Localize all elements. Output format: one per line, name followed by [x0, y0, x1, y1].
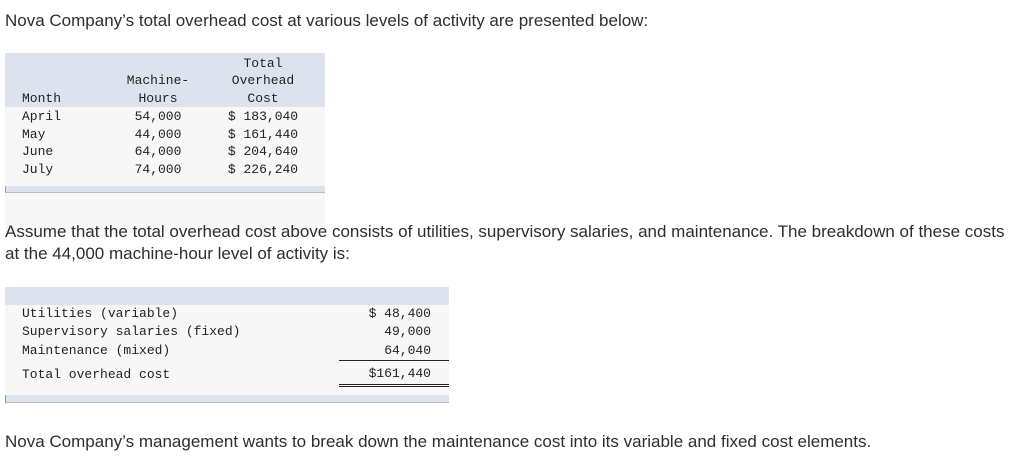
table-header: [5, 53, 325, 107]
row-amount: 64,040: [384, 343, 431, 358]
total-double-rule-bottom: [339, 386, 449, 387]
header-machine-hours-line2: Hours: [138, 91, 178, 106]
row-month: June: [22, 144, 54, 159]
intro-text: Nova Company’s total overhead cost at va…: [5, 11, 649, 30]
conclusion-text: Nova Company’s management wants to break…: [5, 432, 872, 451]
row-amount: 49,000: [384, 324, 431, 339]
row-hours: 54,000: [134, 109, 182, 124]
header-total-overhead-line3: Cost: [247, 91, 279, 106]
row-month: April: [22, 109, 62, 124]
row-cost: $ 226,240: [227, 161, 299, 177]
breakdown-text: Assume that the total overhead cost abov…: [5, 222, 1005, 263]
table-footer-bar: [5, 395, 449, 403]
row-hours: 74,000: [134, 161, 182, 177]
row-cost: $ 204,640: [227, 144, 299, 159]
row-cost: $ 183,040: [227, 109, 299, 124]
row-label: Maintenance (mixed): [22, 343, 171, 358]
row-hours: 44,000: [134, 126, 182, 142]
row-label: Supervisory salaries (fixed): [22, 324, 241, 339]
row-label: Utilities (variable): [22, 306, 179, 321]
row-amount: $ 48,400: [368, 306, 431, 321]
total-double-rule-top: [339, 384, 449, 385]
row-cost: $ 161,440: [227, 126, 299, 142]
table-body: [5, 107, 325, 233]
row-month: July: [22, 161, 54, 177]
header-machine-hours-line1: Machine-: [126, 73, 190, 88]
subtotal-rule: [339, 360, 449, 361]
table-header: [5, 287, 449, 305]
header-month: Month: [22, 91, 62, 106]
overhead-activity-table: Total Machine- Overhead Month Hours Cost…: [5, 53, 325, 233]
overhead-breakdown-table: Utilities (variable) $ 48,400 Supervisor…: [5, 287, 449, 403]
header-total-overhead-line2: Overhead: [231, 73, 295, 88]
row-month: May: [22, 126, 46, 142]
header-total-overhead-line1: Total: [243, 56, 283, 71]
table-body: [5, 305, 449, 395]
total-amount: $161,440: [368, 366, 431, 381]
total-label: Total overhead cost: [22, 367, 171, 382]
table-footer-bar: [5, 186, 325, 193]
row-hours: 64,000: [134, 144, 182, 159]
